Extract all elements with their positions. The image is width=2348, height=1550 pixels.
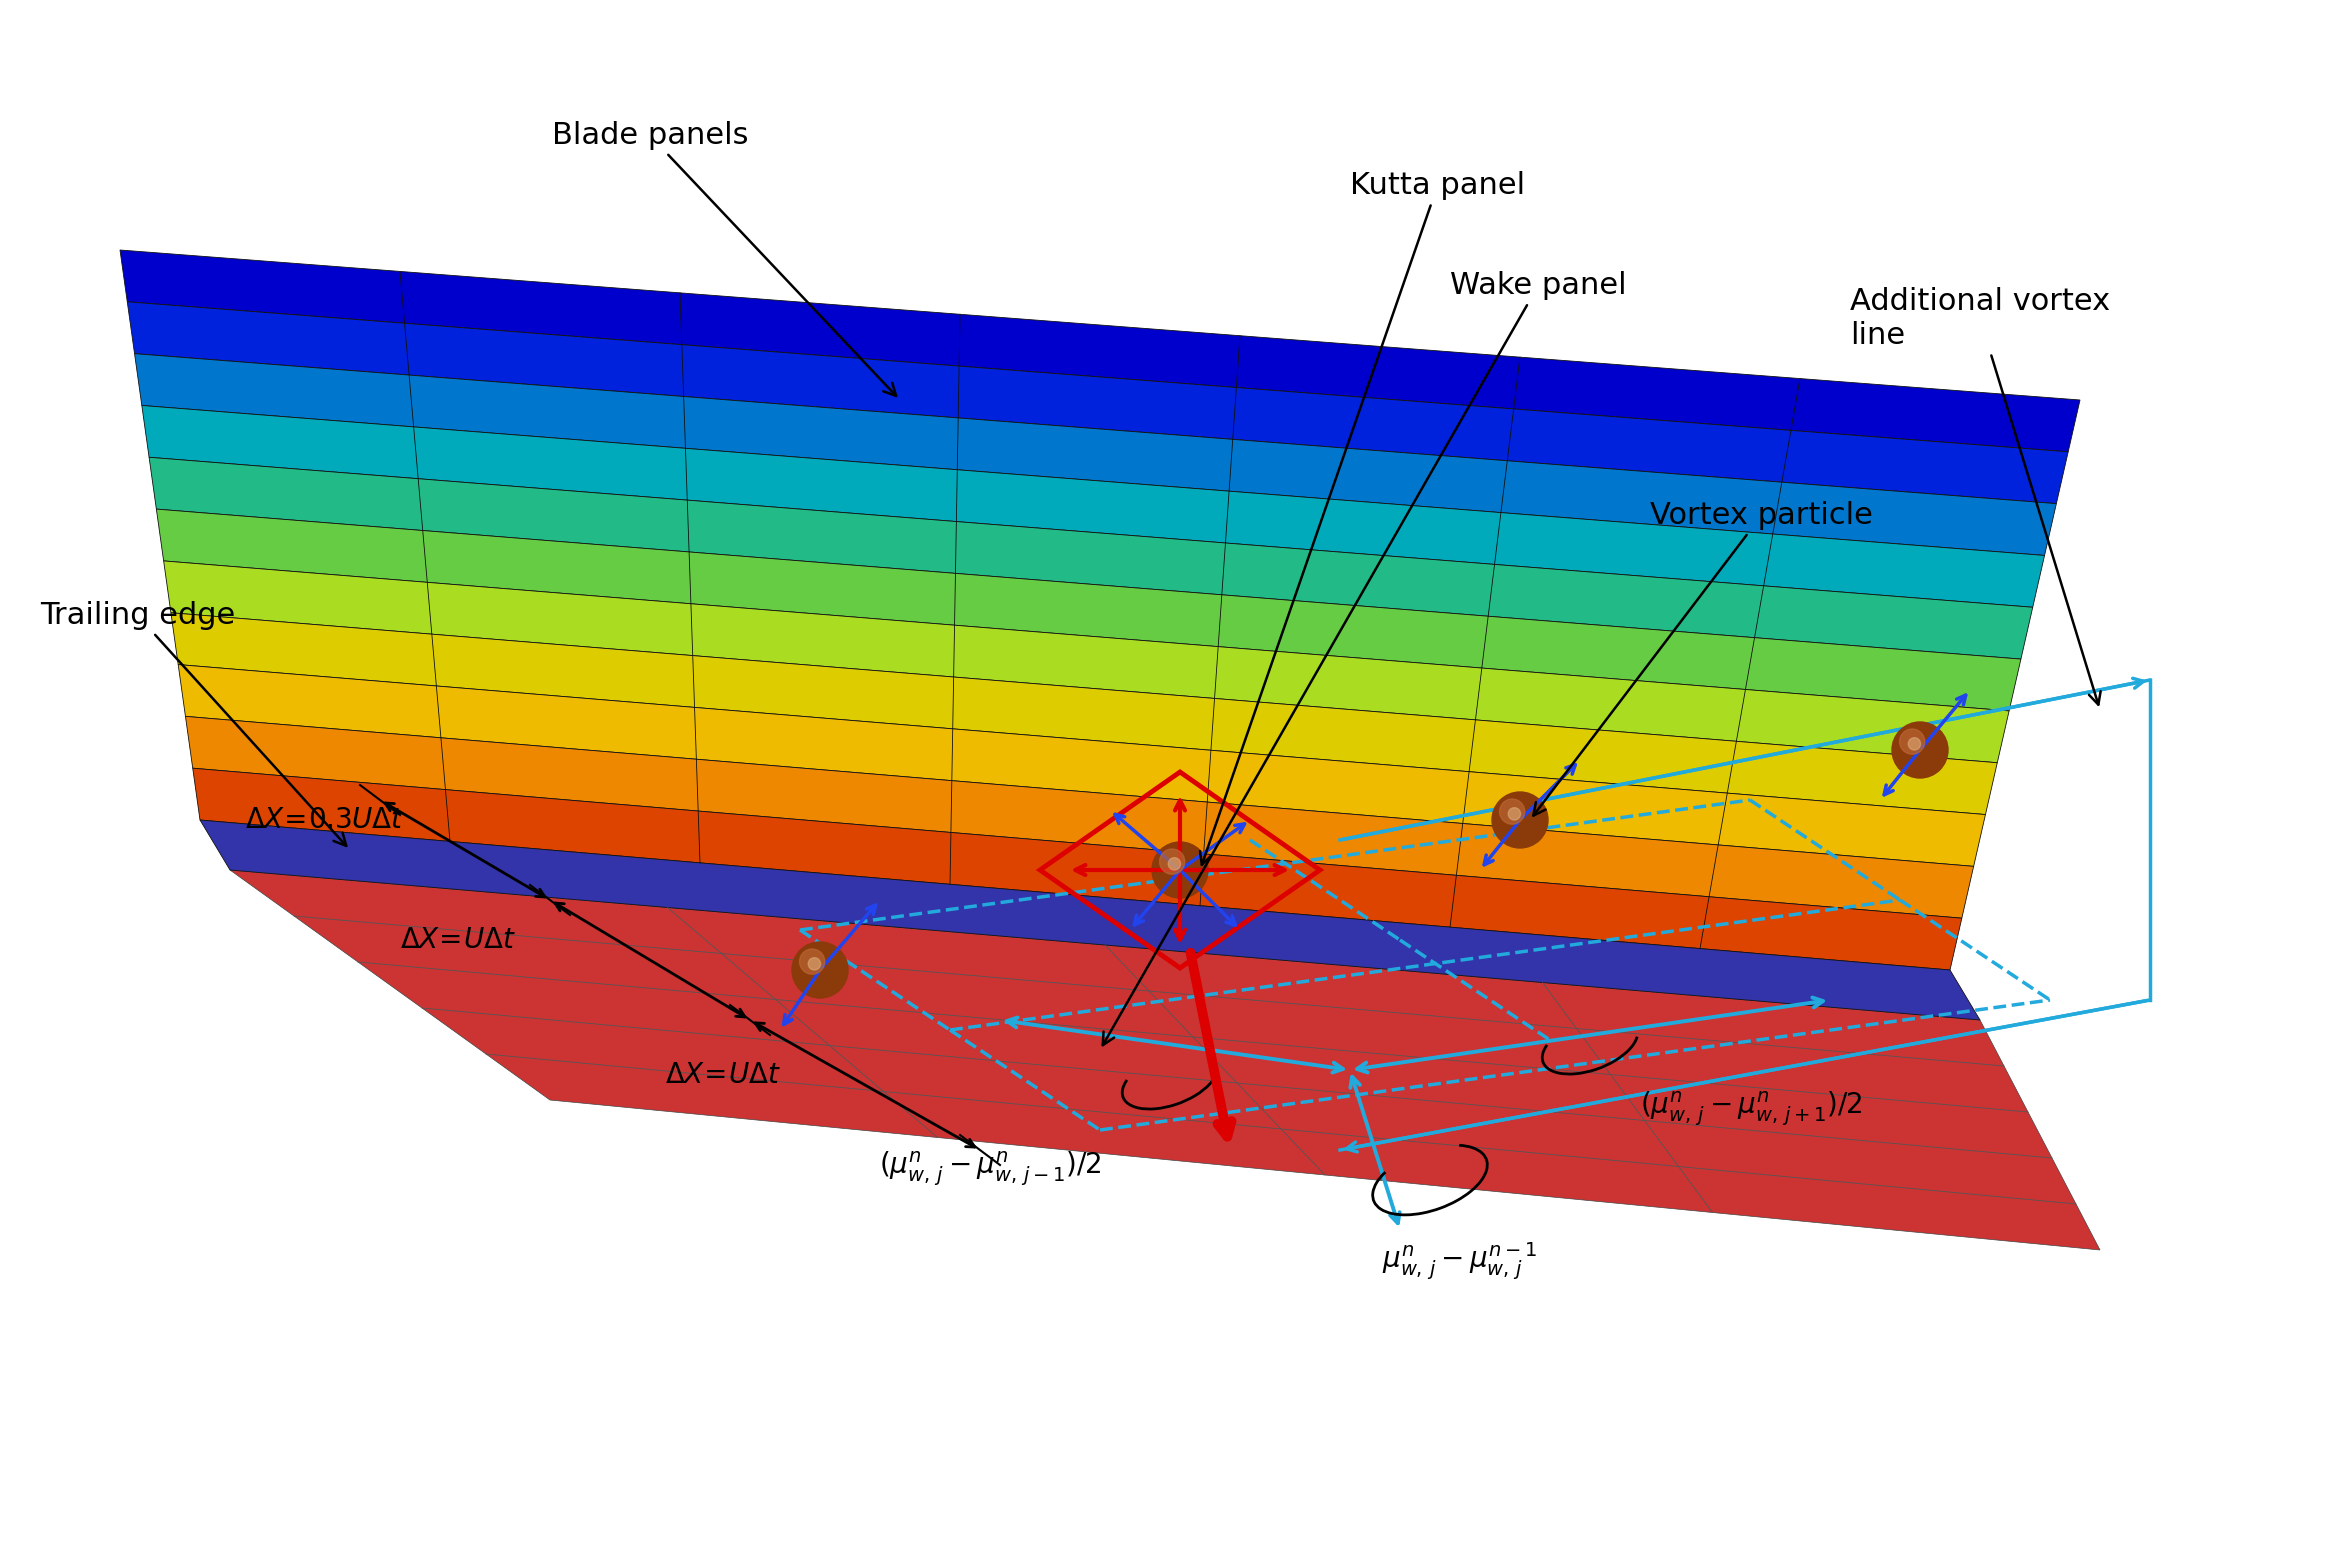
Text: $(\mu^n_{w,\,j} - \mu^n_{w,\,j+1})/2$: $(\mu^n_{w,\,j} - \mu^n_{w,\,j+1})/2$ — [1639, 1090, 1862, 1128]
Polygon shape — [141, 406, 2045, 608]
Circle shape — [1900, 728, 1925, 755]
Circle shape — [1909, 738, 1921, 750]
Text: Trailing edge: Trailing edge — [40, 601, 345, 846]
Text: $\Delta X\!=\!0.3U\Delta t$: $\Delta X\!=\!0.3U\Delta t$ — [244, 806, 404, 834]
Circle shape — [1160, 849, 1186, 874]
Circle shape — [801, 949, 824, 975]
Polygon shape — [157, 508, 2022, 711]
Circle shape — [791, 942, 848, 998]
Polygon shape — [120, 250, 2080, 451]
Circle shape — [1169, 857, 1181, 870]
Circle shape — [1892, 722, 1949, 778]
Circle shape — [1507, 808, 1522, 820]
Polygon shape — [193, 769, 1963, 970]
Text: $\mu^n_{w,\,j} - \mu^{n-1}_{w,\,j}$: $\mu^n_{w,\,j} - \mu^{n-1}_{w,\,j}$ — [1383, 1240, 1538, 1282]
Text: Additional vortex
line: Additional vortex line — [1850, 287, 2111, 705]
Text: $\Delta X\!=\!U\Delta t$: $\Delta X\!=\!U\Delta t$ — [664, 1062, 782, 1090]
Text: $\Delta X\!=\!U\Delta t$: $\Delta X\!=\!U\Delta t$ — [399, 925, 517, 953]
Circle shape — [1491, 792, 1547, 848]
Circle shape — [808, 958, 819, 970]
Polygon shape — [127, 302, 2069, 504]
Polygon shape — [185, 716, 1975, 918]
Polygon shape — [230, 870, 2099, 1249]
Polygon shape — [134, 353, 2057, 555]
Text: Kutta panel: Kutta panel — [1200, 170, 1526, 865]
Text: $(\mu^n_{w,\,j} - \mu^n_{w,\,j-1})/2$: $(\mu^n_{w,\,j} - \mu^n_{w,\,j-1})/2$ — [878, 1150, 1101, 1189]
Polygon shape — [178, 665, 1986, 866]
Polygon shape — [164, 561, 2010, 763]
Polygon shape — [200, 820, 1979, 1020]
Text: Blade panels: Blade panels — [552, 121, 897, 395]
Text: Vortex particle: Vortex particle — [1533, 501, 1874, 815]
Circle shape — [1153, 842, 1207, 897]
Polygon shape — [148, 457, 2033, 659]
Circle shape — [1500, 798, 1524, 825]
Polygon shape — [171, 612, 1998, 815]
Text: Wake panel: Wake panel — [1104, 271, 1627, 1045]
